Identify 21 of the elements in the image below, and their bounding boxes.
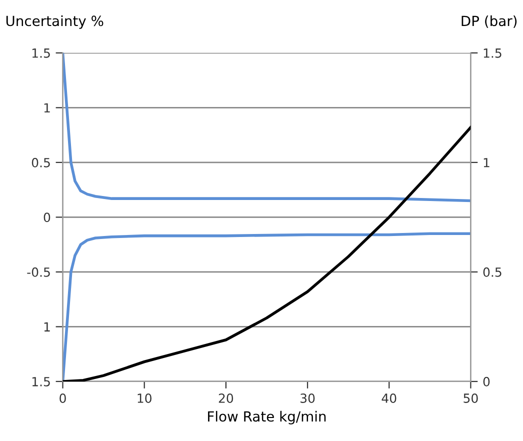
- y-axis-title: Uncertainty %: [6, 15, 104, 29]
- y-tick-label: 1: [44, 322, 50, 332]
- y-tick-label: -0.5: [27, 267, 50, 277]
- y2-axis-title: DP (bar): [462, 15, 517, 28]
- y-tick-label: 1.5: [32, 377, 50, 386]
- y2-tick-label: 0.5: [483, 267, 502, 277]
- x-tick-label: 0: [60, 393, 66, 403]
- y-tick-label: 1: [44, 103, 50, 112]
- x-tick-label: 50: [464, 393, 478, 403]
- x-tick-label: 10: [138, 393, 152, 403]
- y-tick-label: 1.5: [32, 48, 50, 58]
- y-tick-label: 0.5: [32, 158, 50, 168]
- x-tick-label: 20: [218, 393, 234, 403]
- y2-tick-label: 1.5: [484, 48, 502, 58]
- x-tick-label: 30: [300, 393, 315, 403]
- line-series: [62, 52, 471, 202]
- y-tick-label: 0: [44, 212, 50, 222]
- x-tick-label: 40: [382, 393, 396, 403]
- y2-tick-label: 1: [484, 158, 490, 168]
- y2-tick-label: 0: [483, 376, 490, 386]
- x-axis-title: Flow Rate kg/min: [208, 410, 326, 424]
